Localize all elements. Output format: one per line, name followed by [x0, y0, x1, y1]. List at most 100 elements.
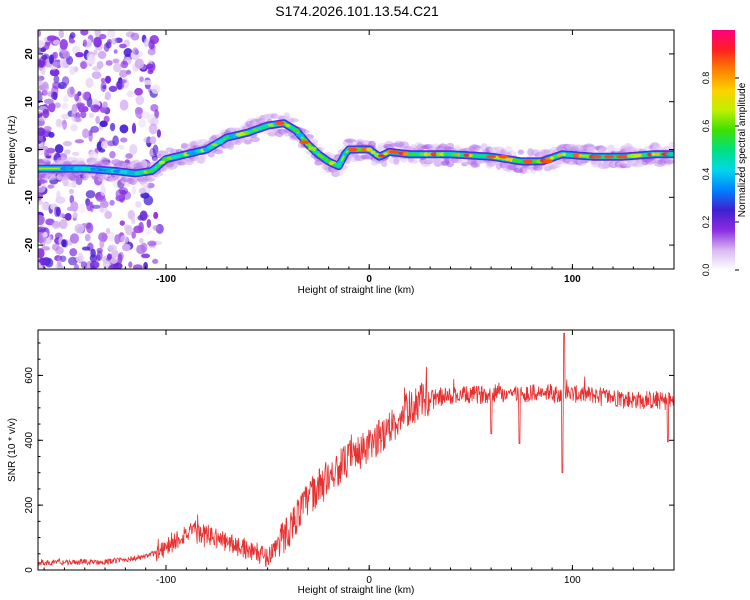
- noise-blob: [109, 199, 115, 206]
- ridge-peak: [498, 154, 509, 159]
- noise-blob: [99, 207, 105, 213]
- noise-blob: [69, 194, 75, 204]
- noise-blob: [98, 232, 108, 242]
- noise-blob: [58, 219, 68, 230]
- noise-blob: [138, 119, 147, 128]
- noise-blob: [100, 77, 106, 83]
- ridge-halo: [381, 160, 388, 168]
- noise-blob: [71, 104, 78, 115]
- ridge-hotspot: [463, 153, 470, 157]
- noise-blob: [153, 211, 159, 220]
- noise-blob: [69, 66, 77, 75]
- noise-blob: [41, 82, 49, 90]
- noise-blob: [134, 58, 145, 69]
- snr-xlabel: Height of straight line (km): [298, 585, 415, 596]
- ridge-hotspot: [370, 150, 376, 155]
- noise-blob: [152, 258, 159, 264]
- noise-blob: [156, 129, 161, 138]
- noise-blob: [93, 127, 98, 133]
- spectrogram-ytick-label: 20: [24, 48, 35, 60]
- noise-blob: [149, 136, 157, 145]
- noise-blob: [121, 243, 131, 252]
- noise-blob: [99, 120, 108, 128]
- snr-ytick-label: 400: [24, 431, 35, 448]
- snr-xtick-label: -100: [156, 575, 176, 586]
- noise-blob: [118, 79, 127, 84]
- noise-blob: [66, 86, 76, 98]
- noise-blob: [123, 48, 133, 57]
- noise-blob: [120, 234, 129, 245]
- noise-blob: [135, 95, 145, 106]
- noise-blob: [90, 265, 96, 269]
- noise-blob: [54, 206, 59, 218]
- ridge-halo: [96, 173, 107, 178]
- noise-blob: [131, 185, 136, 196]
- noise-blob: [69, 32, 76, 39]
- colorbar-tick-label: 0.2: [701, 216, 711, 229]
- noise-blob: [106, 253, 112, 260]
- noise-blob: [143, 79, 152, 86]
- spectrogram-ytick-label: 10: [24, 96, 35, 108]
- snr-line: [38, 332, 674, 568]
- noise-blob: [74, 223, 85, 234]
- noise-blob: [47, 184, 55, 189]
- ridge-peak: [486, 154, 497, 159]
- noise-blob: [96, 61, 104, 69]
- noise-blob: [81, 91, 90, 101]
- noise-blob: [38, 91, 43, 100]
- ridge-hotspot: [402, 151, 410, 156]
- ridge-hotspot: [665, 152, 674, 156]
- spectrogram-ylabel: Frequency (Hz): [7, 116, 18, 185]
- noise-blob: [73, 263, 80, 269]
- snr-series: [38, 332, 674, 568]
- ridge-halo: [43, 157, 53, 163]
- ridge-peak: [616, 154, 627, 159]
- noise-blob: [146, 63, 154, 70]
- ridge-hotspot: [342, 152, 348, 156]
- ridge-hotspot: [127, 170, 132, 175]
- ridge-hotspot: [77, 166, 84, 171]
- noise-blob: [119, 69, 128, 78]
- ridge-hotspot: [65, 166, 72, 171]
- noise-blob: [112, 58, 120, 64]
- ridge-hotspot: [119, 170, 124, 174]
- noise-blob: [140, 192, 150, 199]
- ridge-hotspot: [285, 124, 291, 128]
- ridge-hotspot: [296, 133, 305, 138]
- noise-blob: [49, 68, 60, 77]
- ridge-hotspot: [654, 152, 662, 157]
- noise-blob: [138, 187, 146, 194]
- ridge-hotspot: [468, 154, 473, 157]
- colorbar-axis: 0.0 0.2 0.4 0.6 0.8: [701, 72, 739, 276]
- noise-blob: [52, 61, 60, 67]
- noise-blob: [41, 54, 48, 60]
- noise-blob: [132, 47, 139, 55]
- noise-blob: [113, 49, 118, 54]
- noise-blob: [88, 112, 95, 119]
- noise-blob: [118, 144, 125, 150]
- noise-blob: [70, 201, 79, 212]
- noise-blob: [88, 131, 93, 142]
- noise-blob: [51, 220, 61, 229]
- ridge-hotspot: [122, 170, 128, 175]
- noise-blob: [38, 214, 45, 226]
- noise-blob: [91, 204, 101, 209]
- noise-blob: [139, 237, 144, 244]
- noise-blob: [43, 125, 52, 132]
- noise-blob: [107, 244, 117, 252]
- ridge-hotspot: [102, 168, 108, 172]
- noise-blob: [56, 190, 61, 200]
- noise-blob: [38, 109, 43, 114]
- ridge-halo: [599, 146, 609, 151]
- ridge-halo: [100, 161, 112, 167]
- noise-blob: [80, 111, 87, 119]
- ridge-hotspot: [320, 157, 329, 161]
- ridge-hotspot: [337, 160, 345, 164]
- noise-blob: [152, 224, 160, 231]
- noise-blob: [69, 233, 79, 244]
- noise-blob: [125, 153, 133, 159]
- noise-blob: [143, 261, 148, 269]
- ridge-hotspot: [85, 166, 92, 172]
- ridge-hotspot: [647, 152, 652, 157]
